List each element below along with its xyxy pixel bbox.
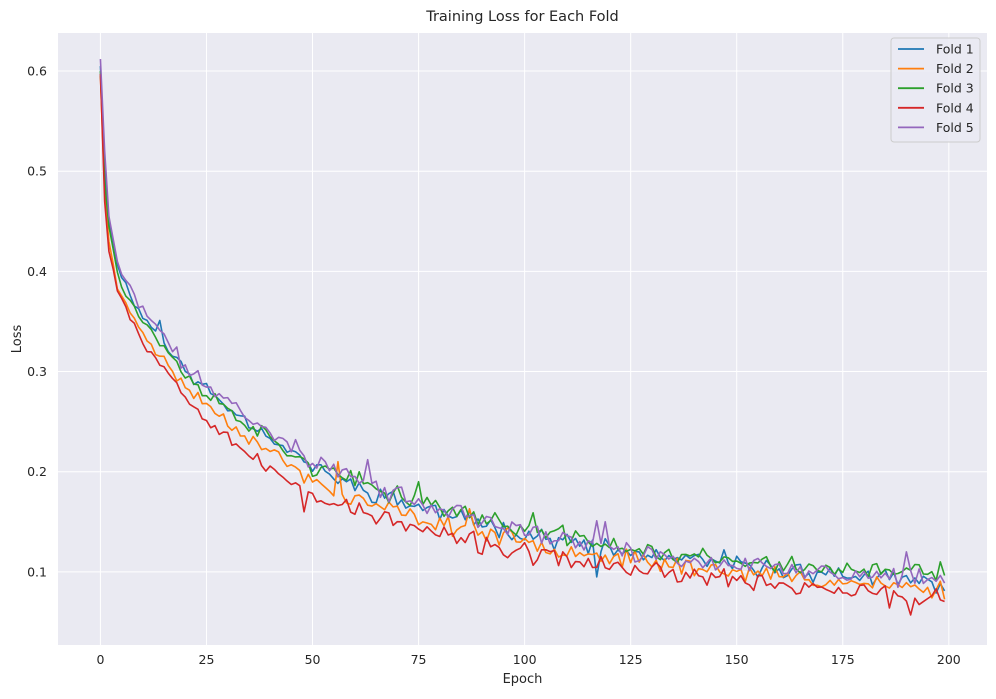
chart-title: Training Loss for Each Fold xyxy=(425,9,619,25)
x-axis-label: Epoch xyxy=(503,672,543,687)
y-tick-label: 0.6 xyxy=(27,64,47,79)
legend-label: Fold 4 xyxy=(936,100,974,115)
legend-label: Fold 5 xyxy=(936,120,974,135)
x-tick-label: 0 xyxy=(96,652,104,667)
x-axis-ticks: 0 25 50 75 100 125 150 175 200 xyxy=(96,652,960,667)
legend-label: Fold 3 xyxy=(936,81,974,96)
legend-box xyxy=(890,37,981,143)
series-lines xyxy=(99,59,946,616)
y-tick-label: 0.4 xyxy=(27,264,47,279)
y-axis-ticks: 0.1 0.2 0.3 0.4 0.5 0.6 xyxy=(27,64,47,580)
legend-label: Fold 1 xyxy=(936,42,974,57)
series-line-5 xyxy=(99,59,946,589)
series-line-4 xyxy=(99,74,945,616)
plot-area xyxy=(58,33,987,645)
x-tick-label: 150 xyxy=(725,652,749,667)
x-tick-label: 200 xyxy=(937,652,961,667)
y-tick-label: 0.1 xyxy=(27,564,47,579)
legend: Fold 1 Fold 2 Fold 3 Fold 4 Fold 5 xyxy=(890,37,981,143)
grid xyxy=(58,33,987,645)
y-axis-label: Loss xyxy=(10,325,25,354)
x-tick-label: 175 xyxy=(831,652,855,667)
y-tick-label: 0.2 xyxy=(27,464,47,479)
x-tick-label: 50 xyxy=(305,652,321,667)
x-tick-label: 75 xyxy=(411,652,427,667)
y-tick-label: 0.3 xyxy=(27,364,47,379)
x-tick-label: 25 xyxy=(199,652,215,667)
x-tick-label: 100 xyxy=(513,652,537,667)
legend-label: Fold 2 xyxy=(936,61,974,76)
y-tick-label: 0.5 xyxy=(27,164,47,179)
x-tick-label: 125 xyxy=(619,652,643,667)
